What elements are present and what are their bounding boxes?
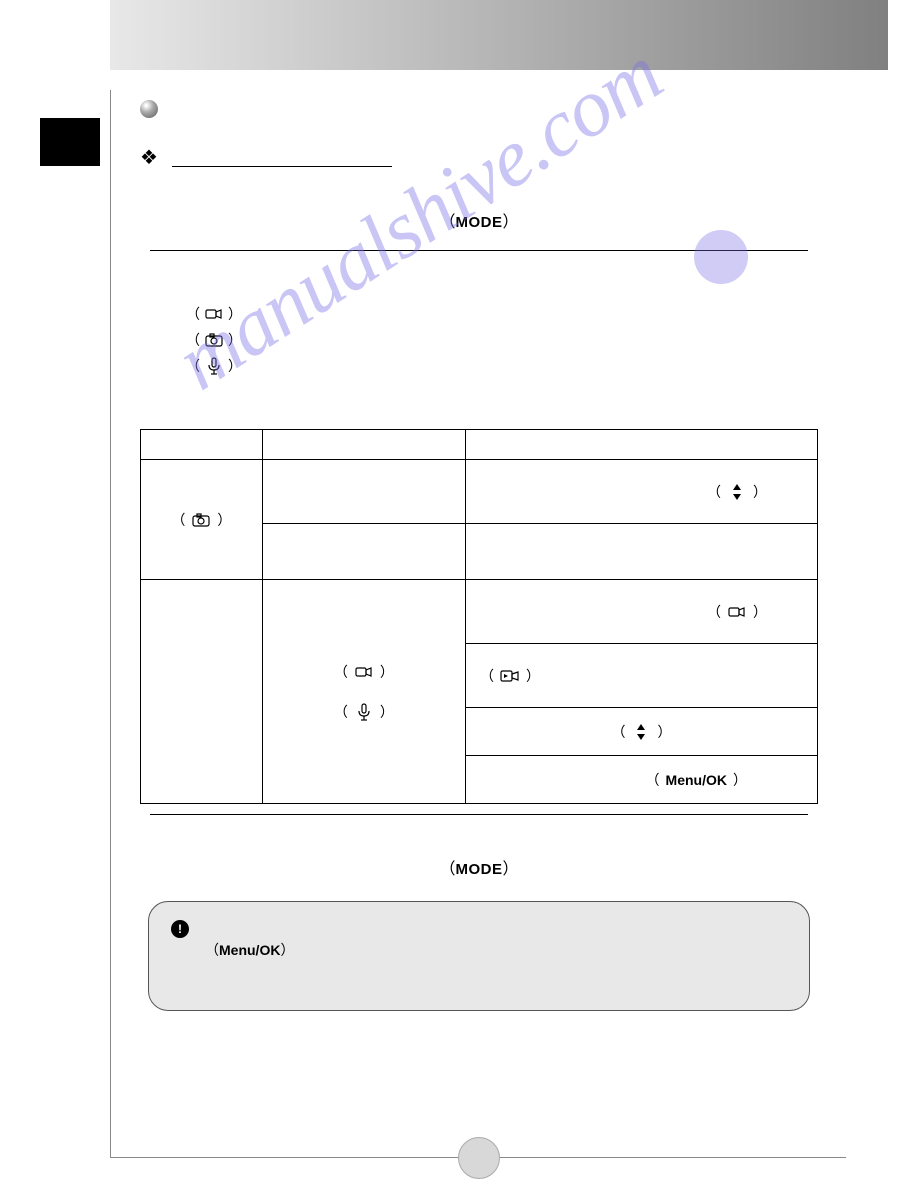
cell-r2-b [262,524,465,580]
section-bullet-row [140,100,818,118]
note-heading: ! [171,920,787,938]
page-content: ❖ （MODE） （ ） （ ） （ ） [140,100,818,1148]
paren-open: （ [439,214,455,231]
divider-1 [150,250,808,251]
mode-label-text-2: MODE [456,861,503,878]
table-row-1: （ ） （ ） [141,460,818,524]
microphone-icon [204,356,224,376]
header-gradient-band [110,0,888,70]
table-row-3: （ ） （ ） [141,580,818,644]
table-header-row [141,430,818,460]
th-c [465,430,817,460]
microphone-icon [354,702,374,722]
note-box: ! （Menu/OK） [148,901,810,1011]
mode-table: （ ） （ ） [140,429,818,804]
cell-r3-c: （ ） [465,580,817,644]
mode-label-row: （MODE） [140,208,818,232]
cell-r2-c [465,524,817,580]
note-menu-ok-text: Menu/OK [219,942,280,958]
subsection-row: ❖ [140,148,818,168]
cell-r1-b [262,460,465,524]
mode-icon-list: （ ） （ ） （ ） [186,301,818,379]
cell-r1-c: （ ） [465,460,817,524]
divider-2 [150,814,808,815]
video-camera-icon [354,662,374,682]
cell-r12-a: （ ） [141,460,263,580]
icon-item-photo: （ ） [186,327,818,353]
cell-r5-c: （ ） [465,708,817,756]
cell-r3456-b: （ ） （ ） [262,580,465,804]
sphere-bullet-icon [140,100,158,118]
camera-icon [204,330,224,350]
icon-item-mic: （ ） [186,353,818,379]
th-a [141,430,263,460]
playback-icon [500,666,520,686]
subsection-title-underline [172,149,392,167]
up-down-arrow-icon [727,482,747,502]
video-camera-icon [727,602,747,622]
icon-item-video: （ ） [186,301,818,327]
warning-icon: ! [171,920,189,938]
cell-r6-c: （ Menu/OK ） [465,756,817,804]
note-menu-ok-line: （Menu/OK） [171,940,787,960]
cell-r3456-a [141,580,263,804]
th-b [262,430,465,460]
up-down-arrow-icon [631,722,651,742]
diamond-bullet-icon: ❖ [140,148,158,168]
cell-r4-c: （ ） [465,644,817,708]
side-black-tab [40,118,100,166]
paren-open-2: （ [439,861,455,878]
camera-icon [191,510,211,530]
mode-label-row-2: （MODE） [140,855,818,879]
mode-label-text: MODE [456,214,503,231]
video-camera-icon [204,304,224,324]
paren-close: ） [503,214,519,231]
menu-ok-label: Menu/OK [666,772,727,788]
paren-close-2: ） [503,861,519,878]
